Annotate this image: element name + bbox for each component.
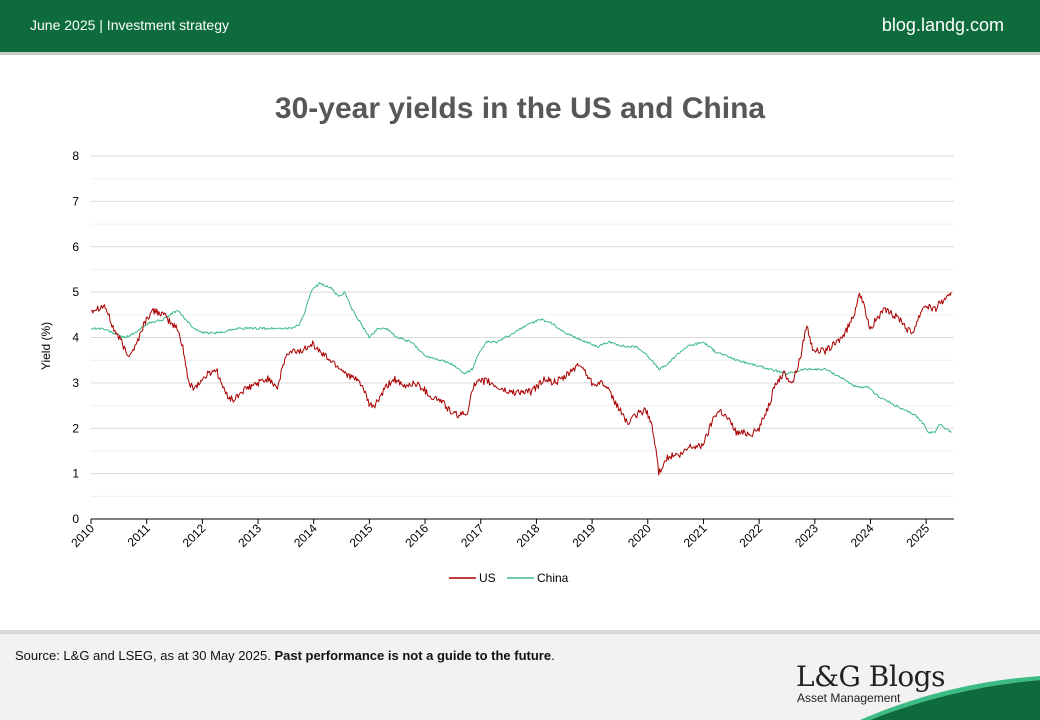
y-tick-label: 5 — [72, 285, 79, 299]
chart-legend[interactable]: US China — [449, 571, 569, 585]
y-tick-label: 3 — [72, 376, 79, 390]
y-axis-label: Yield (%) — [39, 322, 53, 370]
top-bar: June 2025 | Investment strategy blog.lan… — [0, 0, 1040, 52]
legend-label-china: China — [537, 571, 569, 585]
series-line-china — [90, 281, 952, 434]
source-end: . — [551, 648, 555, 663]
footer: Source: L&G and LSEG, as at 30 May 2025.… — [0, 630, 1040, 720]
chart-series-lines — [90, 281, 952, 476]
x-tick-label: 2011 — [125, 521, 153, 549]
source-note: Source: L&G and LSEG, as at 30 May 2025.… — [15, 648, 555, 663]
y-tick-label: 4 — [72, 331, 79, 345]
x-tick-label: 2024 — [848, 521, 877, 550]
x-tick-label: 2023 — [792, 521, 821, 550]
y-tick-label: 8 — [72, 149, 79, 163]
x-tick-label: 2021 — [681, 521, 710, 550]
y-tick-label: 7 — [72, 194, 79, 208]
x-tick-label: 2018 — [514, 521, 543, 550]
source-disclaimer: Past performance is not a guide to the f… — [274, 648, 552, 663]
y-tick-label: 1 — [72, 467, 79, 481]
y-tick-label: 6 — [72, 240, 79, 254]
y-tick-label: 2 — [72, 421, 79, 435]
x-tick-label: 2022 — [736, 521, 765, 550]
x-tick-label: 2012 — [180, 521, 209, 550]
x-tick-label: 2025 — [904, 521, 933, 550]
y-tick-label: 0 — [72, 512, 79, 526]
source-text: Source: L&G and LSEG, as at 30 May 2025. — [15, 648, 275, 663]
brand-swoosh — [860, 676, 1040, 720]
brand-logo-subtitle: Asset Management — [797, 691, 901, 705]
chart-gridlines — [91, 155, 954, 520]
x-tick-label: 2017 — [458, 521, 487, 550]
x-tick-label: 2019 — [569, 521, 598, 550]
x-tick-label: 2020 — [625, 521, 654, 550]
chart-title: 30-year yields in the US and China — [274, 92, 766, 125]
x-tick-label: 2015 — [347, 521, 376, 550]
series-line-us — [90, 291, 952, 476]
site-link[interactable]: blog.landg.com — [881, 15, 1004, 35]
x-tick-label: 2013 — [235, 521, 264, 550]
x-tick-label: 2016 — [402, 521, 431, 550]
brand-logo: L&G Blogs — [796, 660, 945, 693]
legend-label-us: US — [479, 571, 496, 585]
y-axis-ticks: 0 1 2 3 4 5 6 7 8 — [72, 149, 79, 526]
header-divider — [0, 52, 1040, 55]
x-axis-ticks: 2010 2011 2012 2013 2014 2015 2016 2017 2018 2019… — [68, 519, 933, 550]
x-tick-label: 2014 — [291, 521, 320, 550]
header-date-category: June 2025 | Investment strategy — [30, 17, 229, 33]
